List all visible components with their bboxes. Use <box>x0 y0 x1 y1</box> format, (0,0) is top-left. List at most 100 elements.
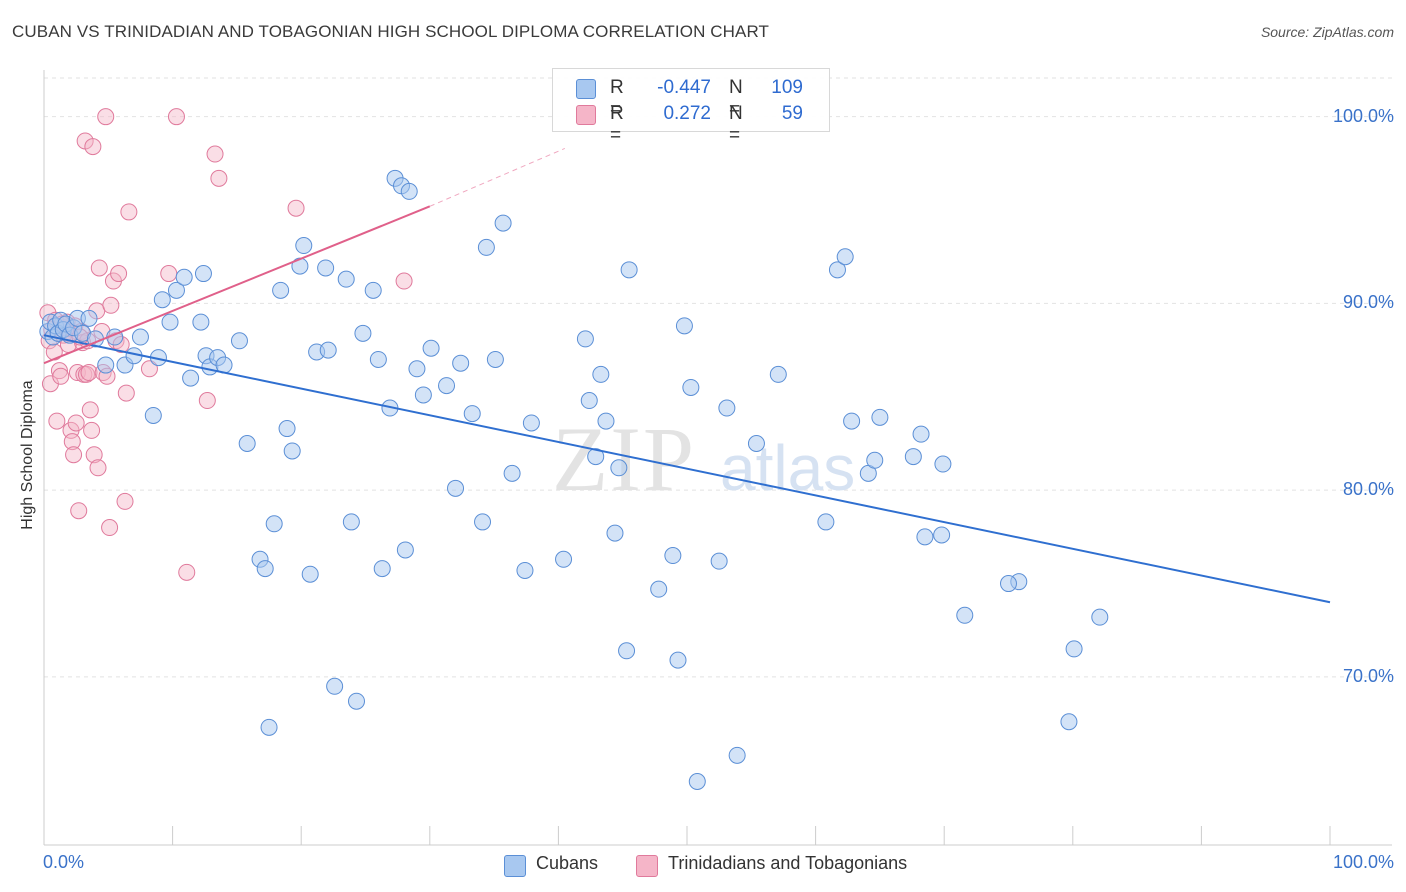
cubans-point <box>80 309 98 327</box>
cubans-point <box>576 330 594 348</box>
cubans-point <box>904 448 922 466</box>
cubans-point <box>326 677 344 695</box>
trinidadians-point <box>48 412 66 430</box>
cubans-point <box>912 425 930 443</box>
cubans-point <box>319 341 337 359</box>
y-tick-label: 80.0% <box>1342 479 1394 500</box>
cubans-point <box>278 420 296 438</box>
cubans-point <box>817 513 835 531</box>
trinidadians-point <box>206 145 224 163</box>
cubans-point <box>260 718 278 736</box>
cubans-point <box>153 291 171 309</box>
trinidadians-point <box>65 446 83 464</box>
cubans-point <box>486 350 504 368</box>
cubans-point <box>916 528 934 546</box>
cubans-point <box>587 448 605 466</box>
trinidadians-swatch <box>576 105 596 125</box>
cubans-point <box>1065 640 1083 658</box>
cubans-point <box>710 552 728 570</box>
trinidadians-point <box>80 364 98 382</box>
n-label: N = <box>729 103 743 146</box>
r-label: R = <box>610 77 624 120</box>
trinidadians-point <box>70 502 88 520</box>
trinidadians-point <box>140 360 158 378</box>
watermark-atlas: atlas <box>720 432 855 504</box>
y-tick-label: 70.0% <box>1342 665 1394 686</box>
cubans-point <box>610 459 628 477</box>
cubans-point <box>828 261 846 279</box>
cubans-point <box>606 524 624 542</box>
trinidadians-point <box>97 108 115 126</box>
trend-lines <box>43 147 1331 604</box>
cubans-point <box>494 214 512 232</box>
r-value: 0.272 <box>663 103 711 124</box>
cubans-point <box>871 408 889 426</box>
trinidadians-point <box>116 492 134 510</box>
cubans-point <box>1091 608 1109 626</box>
cubans-point <box>650 580 668 598</box>
cubans-point <box>301 565 319 583</box>
trinidadians-point <box>167 108 185 126</box>
n-label: N = <box>729 77 743 120</box>
cubans-point <box>354 324 372 342</box>
cubans-point <box>295 237 313 255</box>
cubans-point <box>669 651 687 669</box>
cubans-point <box>238 434 256 452</box>
x-tick-label-max: 100.0% <box>1332 852 1394 872</box>
series-cubans-points <box>39 169 1109 791</box>
trinidadians-point <box>102 296 120 314</box>
y-tick-label: 90.0% <box>1342 292 1394 313</box>
cubans-point <box>597 412 615 430</box>
cubans-point <box>192 313 210 331</box>
cubans-point <box>167 281 185 299</box>
cubans-point <box>265 515 283 533</box>
cubans-point <box>555 550 573 568</box>
series-legend: Cubans Trinidadians and Tobagonians <box>0 852 1406 878</box>
trinidadians-point <box>395 272 413 290</box>
cubans-point <box>620 261 638 279</box>
trinidadians-point <box>77 365 95 383</box>
trinidadians-point <box>178 563 196 581</box>
y-tick-label: 100.0% <box>1332 105 1394 126</box>
cubans-point <box>182 369 200 387</box>
cubans-point <box>396 541 414 559</box>
cubans-point <box>400 182 418 200</box>
cubans-point <box>283 442 301 460</box>
cubans-point <box>503 464 521 482</box>
trinidadians-point <box>117 384 135 402</box>
cubans-point <box>342 513 360 531</box>
cubans-point <box>97 356 115 374</box>
r-value: -0.447 <box>657 77 711 98</box>
cubans-point <box>373 560 391 578</box>
trinidadians-point <box>160 265 178 283</box>
trinidadians-point <box>83 421 101 439</box>
chart-source: Source: ZipAtlas.com <box>1260 24 1394 40</box>
cubans-point <box>414 386 432 404</box>
trinidadians-point <box>89 459 107 477</box>
cubans-point <box>347 692 365 710</box>
cubans-point <box>447 479 465 497</box>
cubans-point <box>364 281 382 299</box>
cubans-point <box>463 405 481 423</box>
cubans-point <box>580 392 598 410</box>
trinidadians-trend-line <box>43 205 431 365</box>
trinidadians-point <box>120 203 138 221</box>
cubans-point <box>422 339 440 357</box>
cubans-point <box>337 270 355 288</box>
trinidadians-point <box>287 199 305 217</box>
cubans-point <box>866 451 884 469</box>
cubans-trend-line <box>43 334 1331 604</box>
cubans-point <box>175 268 193 286</box>
cubans-point <box>682 378 700 396</box>
x-tick-label-min: 0.0% <box>43 852 85 872</box>
cubans-point <box>956 606 974 624</box>
watermark-zip: ZIP <box>552 408 696 510</box>
cubans-point <box>516 561 534 579</box>
trinidadians-point <box>84 138 102 156</box>
cubans-legend-swatch <box>504 855 526 877</box>
cubans-point <box>194 265 212 283</box>
cubans-point <box>452 354 470 372</box>
trinidadians-point <box>85 446 103 464</box>
trinidadians-point <box>81 401 99 419</box>
legend-label: Trinidadians and Tobagonians <box>668 853 908 873</box>
